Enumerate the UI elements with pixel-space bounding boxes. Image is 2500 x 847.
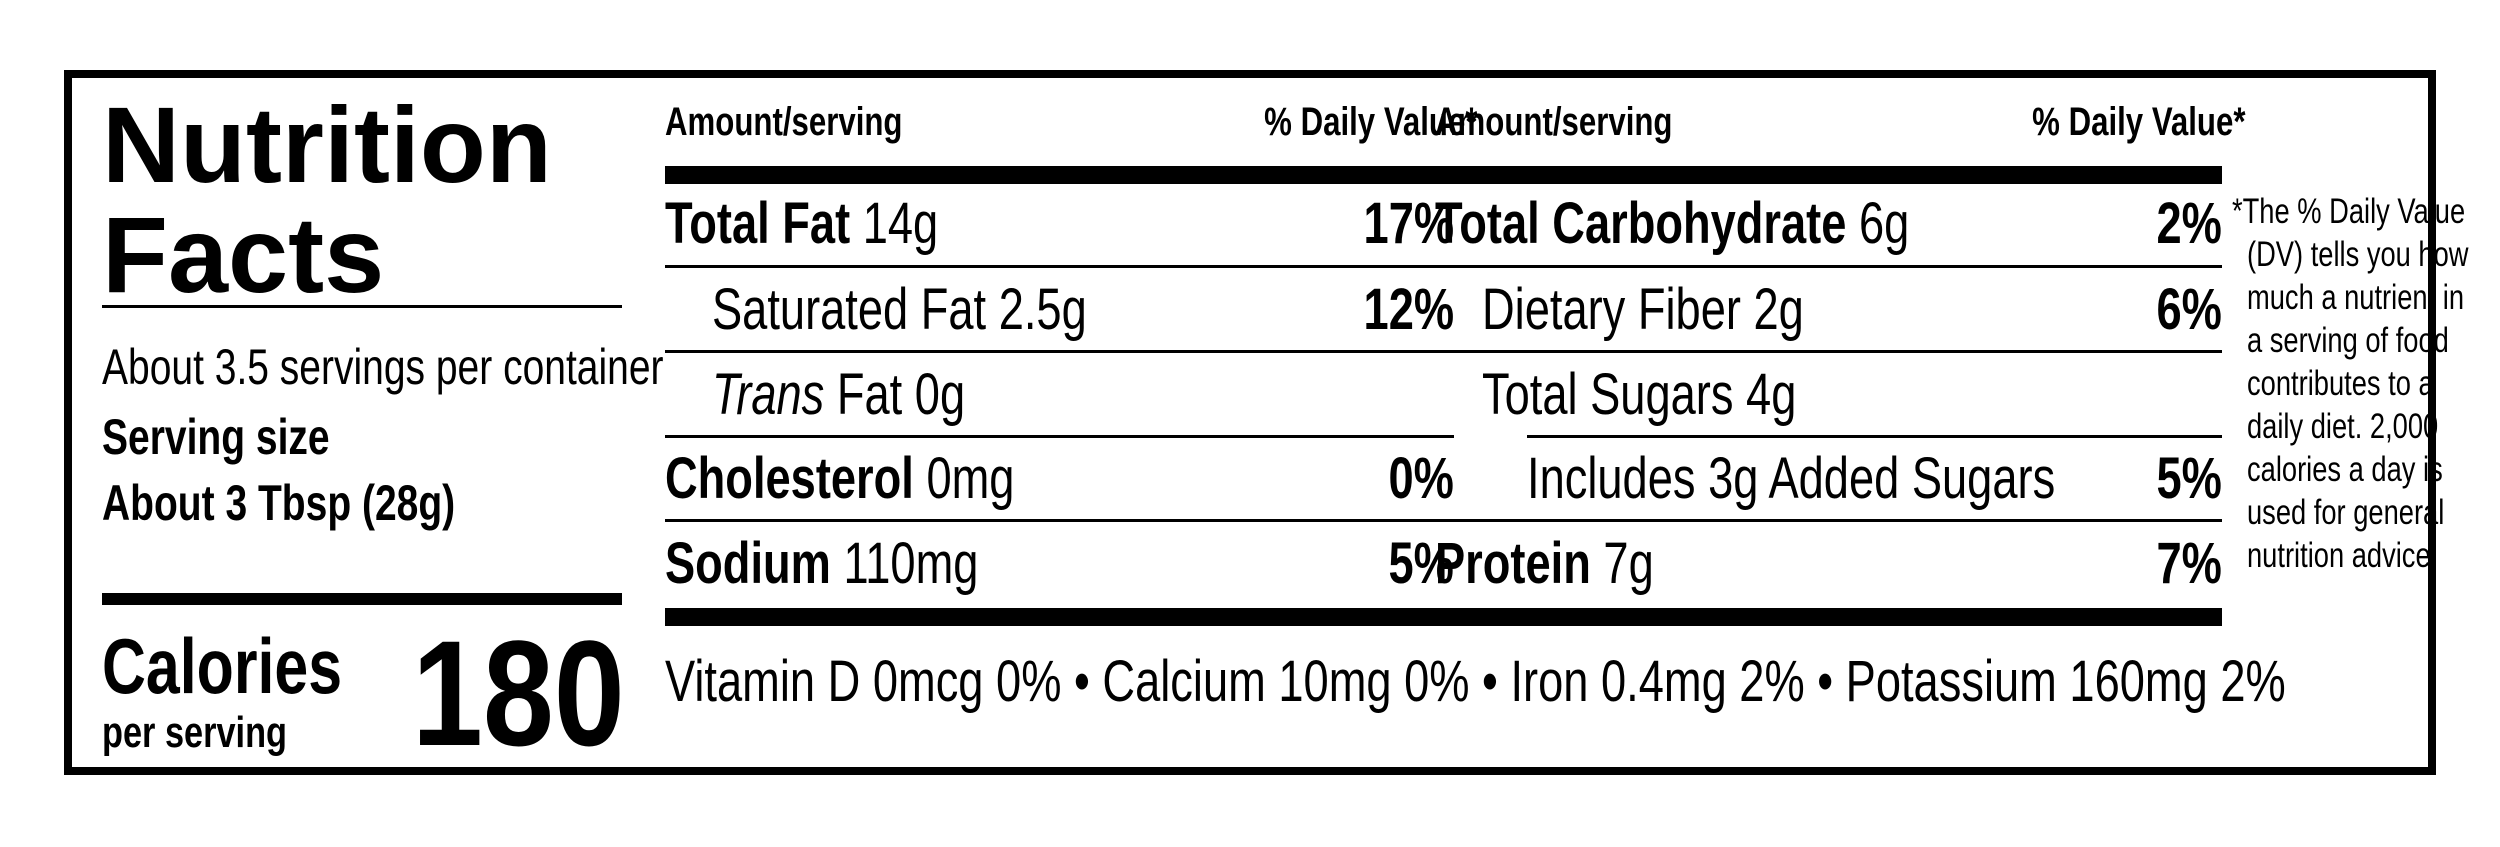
nutrition-label: Nutrition Facts About 3.5 servings per c… [64,70,2469,777]
nutrient-dietary-fiber: Dietary Fiber 2g [1482,277,1804,342]
right-thick-rule [1435,166,2222,184]
calories-label: Calories [102,622,343,710]
nutrient-total-carbohydrate: Total Carbohydrate 6g [1435,191,1910,256]
nutrient-saturated-fat: Saturated Fat 2.5g [712,277,1087,342]
dv-added-sugars: 5% [2156,446,2222,511]
footnote-line: contributes to a [2247,364,2434,403]
right-bottom-rule [1435,608,2222,626]
row-divider [665,519,1454,522]
dv-total-carbohydrate: 2% [2156,191,2222,256]
title-line-2: Facts [102,194,385,315]
vitamins-minerals-line: Vitamin D 0mcg 0% • Calcium 10mg 0% • Ir… [665,649,2286,714]
row-divider [665,435,1454,438]
dv-saturated-fat: 12% [1363,277,1454,342]
row-divider [665,350,1454,353]
title-line-1: Nutrition [102,84,552,205]
servings-per-container: About 3.5 servings per container [102,339,664,395]
left-thick-rule [665,166,1454,184]
nutrient-trans-fat: Trans Fat 0g [712,362,966,427]
nutrient-total-sugars: Total Sugars 4g [1482,362,1797,427]
footnote-line: used for general [2247,493,2445,532]
left-amount-header: Amount/serving [665,100,903,144]
footnote-line: *The % Daily Value [2232,192,2466,231]
footnote-line: (DV) tells you how [2247,235,2469,274]
row-divider [1435,350,2222,353]
row-divider [1527,435,2222,438]
footnote-line: much a nutrient in [2247,278,2465,317]
row-divider [665,265,1454,268]
footnote-line: calories a day is [2247,450,2443,489]
right-dv-header: % Daily Value* [2032,100,2246,144]
serving-size-label: Serving size [102,409,330,465]
footnote-line: daily diet. 2,000 [2247,407,2439,446]
daily-value-footnote: *The % Daily Value (DV) tells you how mu… [2172,190,2469,577]
serving-size-value: About 3 Tbsp (28g) [102,475,456,531]
nutrient-protein: Protein 7g [1435,531,1654,596]
dv-dietary-fiber: 6% [2156,277,2222,342]
calories-divider [102,593,622,605]
calories-value: 180 [412,609,625,777]
right-amount-header: Amount/serving [1435,100,1673,144]
nutrient-total-fat: Total Fat 14g [665,191,939,256]
left-bottom-rule [665,608,1454,626]
title-divider [102,305,622,308]
dv-protein: 7% [2156,531,2222,596]
nutrient-sodium: Sodium 110mg [665,531,979,596]
footnote-line: nutrition advice. [2247,536,2439,575]
row-divider [1435,265,2222,268]
dv-sodium: 5% [1388,531,1454,596]
nutrient-cholesterol: Cholesterol 0mg [665,446,1015,511]
calories-per-serving: per serving [102,708,288,757]
dv-cholesterol: 0% [1388,446,1454,511]
footnote-line: a serving of food [2247,321,2449,360]
row-divider [1435,519,2222,522]
left-dv-header: % Daily Value* [1264,100,1478,144]
nutrient-added-sugars: Includes 3g Added Sugars [1527,446,2056,511]
label-title: Nutrition Facts [102,90,552,310]
dv-total-fat: 17% [1363,191,1454,256]
